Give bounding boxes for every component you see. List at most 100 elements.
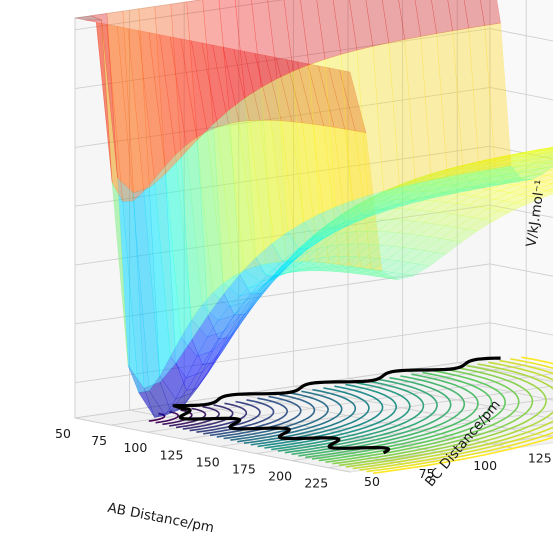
surface-facet (344, 243, 373, 257)
surface-facet (303, 213, 331, 239)
contour-line (271, 382, 411, 451)
surface-facet (233, 270, 261, 289)
surface-facet (159, 34, 187, 156)
surface-facet (223, 273, 251, 316)
surface-facet (281, 240, 309, 266)
surface-facet (381, 232, 410, 247)
surface-facet (344, 128, 372, 270)
surface-facet (473, 169, 501, 181)
surface-facet (456, 195, 484, 206)
surface-facet (446, 178, 473, 186)
surface-facet (207, 331, 235, 374)
surface-facet (339, 264, 367, 276)
surface-facet (324, 209, 352, 228)
surface-facet (308, 220, 336, 241)
grid-line (74, 417, 351, 473)
surface-facet (292, 248, 319, 266)
surface-facet (254, 53, 282, 122)
surface-facet (281, 251, 309, 272)
surface-facet (148, 32, 176, 167)
grid-line (74, 0, 285, 31)
surface-facet (468, 165, 495, 176)
contour-line (284, 378, 438, 454)
surface-facet (74, 15, 102, 21)
surface-facet (218, 313, 245, 355)
surface-facet (446, 180, 474, 192)
surface-facet (397, 199, 426, 210)
surface-facet (296, 260, 325, 272)
surface-facet (356, 46, 384, 196)
surface-facet (133, 190, 161, 392)
surface-facet (425, 193, 453, 198)
contour-line (216, 395, 302, 438)
surface-facet (319, 220, 347, 241)
surface-facet (483, 156, 511, 162)
surface-facet (388, 178, 415, 190)
surface-facet (265, 261, 293, 275)
surface-facet (344, 219, 373, 233)
surface-facet (536, 150, 553, 155)
surface-facet (515, 166, 542, 173)
surface-facet (323, 243, 352, 258)
grid-line (74, 322, 491, 384)
surface-facet (340, 210, 367, 225)
surface-facet (520, 153, 548, 158)
surface-facet (478, 159, 506, 169)
surface-facet (302, 245, 330, 262)
surface-facet (249, 272, 277, 302)
surface-facet (376, 219, 405, 233)
surface-facet (202, 333, 229, 373)
surface-facet (382, 191, 410, 201)
grid-line (74, 28, 491, 90)
surface-facet (388, 39, 416, 188)
surface-facet (457, 161, 484, 167)
surface-facet (409, 172, 437, 184)
surface-facet (356, 195, 384, 212)
surface-facet (267, 0, 294, 79)
surface-facet (403, 209, 431, 222)
surface-facet (461, 206, 490, 218)
surface-facet (234, 292, 261, 332)
surface-facet (143, 381, 171, 418)
contour-line (155, 411, 179, 424)
surface-facet (332, 0, 358, 55)
surface-facet (307, 63, 335, 128)
surface-facet (441, 190, 469, 195)
surface-facet (409, 182, 437, 196)
surface-facet (434, 239, 463, 255)
surface-facet (159, 362, 187, 412)
surface-facet (515, 150, 543, 155)
surface-facet (266, 256, 293, 289)
surface-facet (218, 313, 246, 340)
surface-facet (456, 179, 484, 187)
surface-facet (260, 260, 288, 294)
surface-facet (537, 146, 553, 150)
surface-facet (520, 173, 548, 181)
contour-line (359, 359, 553, 471)
surface-facet (494, 165, 523, 182)
surface-facet (186, 362, 214, 391)
surface-facet (510, 153, 537, 158)
surface-facet (339, 230, 368, 245)
surface-facet (286, 260, 314, 272)
surface-facet (238, 120, 266, 267)
surface-facet (429, 225, 458, 239)
surface-facet (201, 42, 229, 128)
surface-facet (478, 168, 505, 175)
surface-facet (393, 200, 421, 206)
surface-facet (509, 172, 537, 179)
surface-facet (330, 221, 357, 230)
surface-facet (356, 191, 383, 206)
surface-facet (462, 162, 490, 173)
surface-facet (265, 265, 293, 284)
surface-facet (393, 177, 421, 189)
surface-facet (329, 205, 357, 223)
surface-facet (376, 245, 405, 260)
contour-line (352, 361, 553, 470)
surface-facet (504, 178, 532, 186)
surface-facet (531, 147, 553, 153)
contour-line (372, 356, 553, 474)
surface-facet (494, 156, 522, 166)
x-tick-label: 175 (232, 462, 256, 477)
surface-facet (234, 0, 262, 99)
